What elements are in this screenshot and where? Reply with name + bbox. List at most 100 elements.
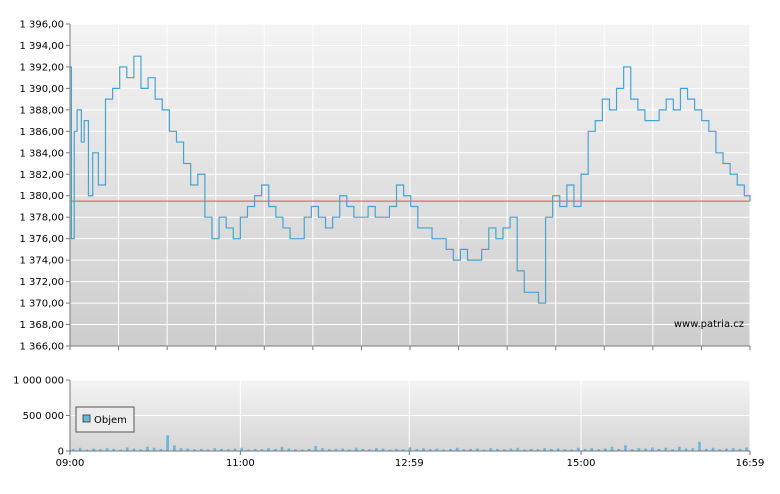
volume-bar xyxy=(260,449,264,451)
price-series-line xyxy=(70,55,751,304)
volume-bar xyxy=(220,448,223,451)
volume-bar xyxy=(253,448,257,451)
volume-bar xyxy=(718,449,722,451)
volume-bar xyxy=(482,449,486,451)
volume-bar xyxy=(166,435,169,451)
volume-bar xyxy=(597,449,600,451)
volume-bar xyxy=(496,448,499,451)
volume-bar xyxy=(523,449,526,451)
volume-bar xyxy=(105,448,109,451)
volume-bar xyxy=(644,448,647,451)
volume-bar xyxy=(529,448,533,451)
volume-bar xyxy=(186,448,190,451)
volume-bar xyxy=(731,448,735,451)
volume-bar xyxy=(334,448,338,451)
price-y-tick-label: 1 382,00 xyxy=(19,170,64,181)
volume-bar xyxy=(92,448,95,451)
volume-bar xyxy=(381,448,385,451)
volume-bar xyxy=(563,449,567,451)
volume-bar xyxy=(132,448,136,451)
price-y-tick-label: 1 376,00 xyxy=(19,234,64,245)
volume-bar xyxy=(576,447,580,451)
volume-bar xyxy=(556,448,560,451)
volume-bar xyxy=(502,449,506,451)
price-y-tick-label: 1 370,00 xyxy=(19,299,64,310)
volume-x-tick-label: 09:00 xyxy=(56,458,85,469)
volume-x-tick-label: 12:59 xyxy=(395,458,424,469)
volume-bar xyxy=(85,449,89,451)
volume-bar xyxy=(354,447,358,451)
volume-bar xyxy=(112,448,116,451)
volume-bar xyxy=(300,449,304,451)
volume-bar xyxy=(475,448,479,451)
volume-bar xyxy=(469,448,472,451)
volume-bar xyxy=(536,449,540,451)
volume-bar xyxy=(617,448,621,451)
volume-bar xyxy=(348,449,351,451)
volume-bar xyxy=(630,449,634,451)
volume-bar xyxy=(388,449,392,451)
volume-bar xyxy=(677,446,681,451)
volume-bar xyxy=(294,449,297,451)
volume-bar xyxy=(684,448,688,451)
volume-bar xyxy=(327,449,331,451)
volume-bar xyxy=(374,448,378,451)
volume-bar xyxy=(570,449,573,451)
volume-bar xyxy=(361,448,365,451)
volume-x-axis: 09:00 11:00 12:59 15:00 16:59 xyxy=(56,451,765,469)
volume-bar xyxy=(173,445,176,451)
volume-bar xyxy=(624,445,627,451)
volume-bar xyxy=(651,447,654,451)
volume-bar xyxy=(664,447,668,451)
volume-bar xyxy=(179,448,183,451)
volume-bar xyxy=(72,448,75,451)
volume-bar xyxy=(543,448,546,451)
price-y-tick-label: 1 388,00 xyxy=(19,105,64,116)
volume-y-axis: 1 000 000 500 000 0 xyxy=(13,376,70,458)
volume-bar xyxy=(738,448,742,451)
volume-bar xyxy=(368,449,371,451)
volume-bar xyxy=(704,448,708,451)
volume-bar xyxy=(590,448,594,451)
volume-bar xyxy=(637,448,641,451)
volume-bar xyxy=(213,448,217,451)
volume-bar xyxy=(415,448,419,451)
volume-x-tick-label: 11:00 xyxy=(226,458,255,469)
volume-bar xyxy=(698,441,701,451)
price-y-tick-label: 1 368,00 xyxy=(19,320,64,331)
volume-bar xyxy=(550,448,553,451)
volume-bar xyxy=(395,448,398,451)
volume-bar xyxy=(408,447,412,451)
volume-bar xyxy=(657,448,661,451)
volume-y-tick-label: 500 000 xyxy=(23,411,64,422)
legend: Objem xyxy=(75,406,135,433)
volume-x-tick-label: 15:00 xyxy=(567,458,596,469)
volume-bar xyxy=(139,449,143,451)
volume-bar xyxy=(78,447,82,451)
volume-bar xyxy=(193,449,196,451)
volume-y-tick-label: 0 xyxy=(58,447,64,458)
volume-x-tick-label: 16:59 xyxy=(736,458,765,469)
price-y-tick-label: 1 394,00 xyxy=(19,41,64,52)
volume-bar xyxy=(341,448,345,451)
price-y-tick-label: 1 372,00 xyxy=(19,277,64,288)
legend-label: Objem xyxy=(94,415,127,426)
volume-bar xyxy=(455,447,459,451)
volume-bar xyxy=(159,448,163,451)
volume-bar xyxy=(725,448,728,451)
volume-bar xyxy=(435,448,439,451)
volume-bar xyxy=(280,446,284,451)
volume-bar xyxy=(428,449,432,451)
price-y-tick-label: 1 366,00 xyxy=(19,342,64,353)
volume-bar xyxy=(442,449,446,451)
volume-bar xyxy=(603,448,607,451)
price-y-tick-label: 1 396,00 xyxy=(19,20,64,31)
volume-bar xyxy=(711,447,715,451)
volume-bar xyxy=(125,447,129,451)
legend-swatch xyxy=(82,414,91,423)
volume-bar xyxy=(401,449,405,451)
volume-bars xyxy=(72,435,748,451)
volume-bar xyxy=(240,447,244,451)
volume-bar xyxy=(307,448,311,451)
price-y-tick-label: 1 386,00 xyxy=(19,127,64,138)
